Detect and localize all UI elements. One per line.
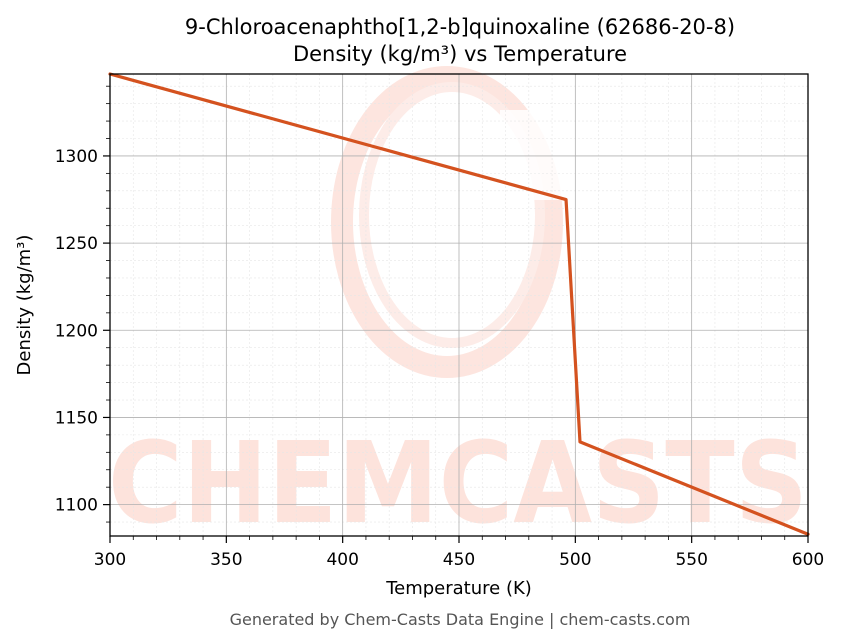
y-tick-label: 1300 xyxy=(55,147,98,167)
x-tick-label: 350 xyxy=(210,550,242,570)
x-tick-label: 450 xyxy=(443,550,475,570)
x-tick-label: 300 xyxy=(94,550,126,570)
watermark-text: CHEMCASTS xyxy=(108,419,808,549)
x-tick-label: 550 xyxy=(675,550,707,570)
series-layer xyxy=(108,72,810,536)
x-tick-label: 600 xyxy=(792,550,824,570)
density-series-line xyxy=(108,72,810,536)
y-tick-label: 1250 xyxy=(55,234,98,254)
y-axis-ticks: 1100 1150 1200 1250 1300 xyxy=(55,85,110,523)
y-tick-label: 1200 xyxy=(55,321,98,341)
x-axis-ticks: 300 350 400 450 500 550 600 xyxy=(94,536,824,570)
watermark-logo xyxy=(331,66,580,378)
footer-credit: Generated by Chem-Casts Data Engine | ch… xyxy=(230,610,691,629)
y-tick-label: 1150 xyxy=(55,408,98,428)
y-tick-label: 1100 xyxy=(55,496,98,516)
y-axis-label: Density (kg/m³) xyxy=(14,235,35,376)
x-tick-label: 400 xyxy=(326,550,358,570)
chart-title: 9-Chloroacenaphtho[1,2-b]quinoxaline (62… xyxy=(185,15,735,39)
x-tick-label: 500 xyxy=(559,550,591,570)
x-axis-label: Temperature (K) xyxy=(385,578,532,599)
chart-subtitle: Density (kg/m³) vs Temperature xyxy=(293,42,627,66)
